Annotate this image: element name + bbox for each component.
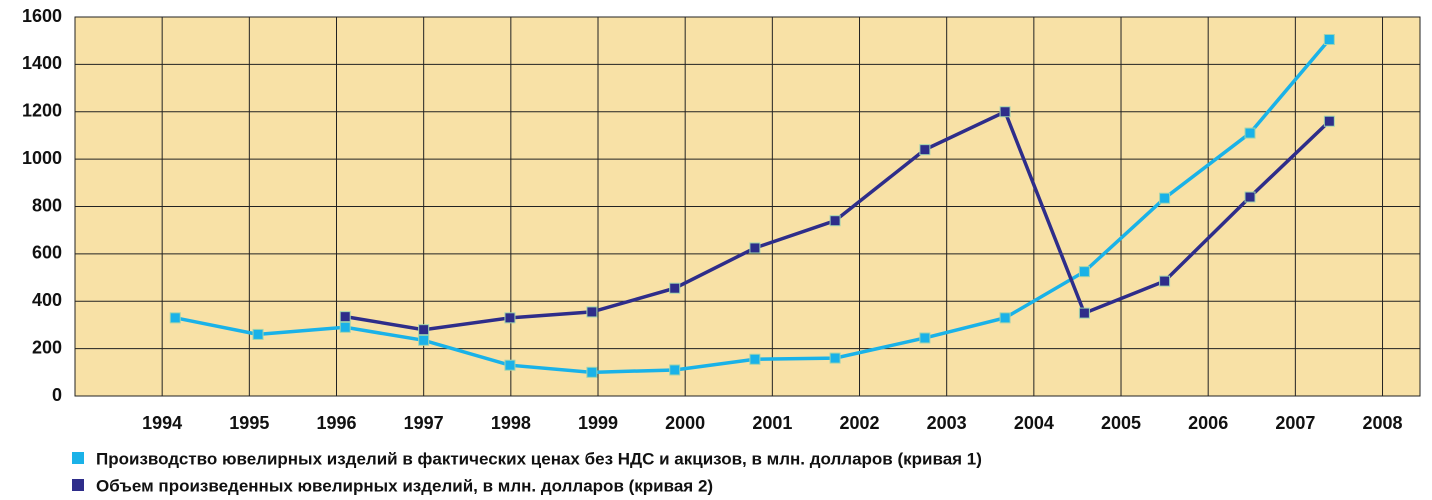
y-tick-label: 1200	[22, 101, 62, 121]
x-tick-label: 2006	[1188, 413, 1228, 433]
y-tick-label: 1600	[22, 6, 62, 26]
x-tick-label: 2002	[839, 413, 879, 433]
x-tick-label: 2007	[1275, 413, 1315, 433]
point-marker	[999, 106, 1011, 118]
y-tick-label: 800	[32, 195, 62, 215]
point-marker	[586, 306, 598, 318]
legend-label: Производство ювелирных изделий в фактиче…	[96, 449, 982, 468]
point-marker	[418, 334, 430, 346]
y-tick-label: 200	[32, 337, 62, 357]
point-marker	[669, 364, 681, 376]
x-tick-label: 1994	[142, 413, 182, 433]
y-tick-label: 0	[52, 385, 62, 405]
y-tick-label: 1000	[22, 148, 62, 168]
x-tick-label: 1996	[316, 413, 356, 433]
y-tick-label: 1400	[22, 53, 62, 73]
x-tick-label: 2001	[752, 413, 792, 433]
point-marker	[1159, 192, 1171, 204]
point-marker	[999, 312, 1011, 324]
point-marker	[829, 215, 841, 227]
legend-label: Объем произведенных ювелирных изделий, в…	[96, 476, 713, 495]
legend-swatch	[72, 452, 84, 464]
point-marker	[504, 312, 516, 324]
point-marker	[252, 328, 264, 340]
x-tick-label: 2008	[1362, 413, 1402, 433]
x-tick-label: 1999	[578, 413, 618, 433]
legend-swatch	[72, 479, 84, 491]
x-tick-label: 2004	[1014, 413, 1054, 433]
y-tick-label: 600	[32, 243, 62, 263]
x-tick-label: 1998	[491, 413, 531, 433]
point-marker	[919, 332, 931, 344]
x-tick-label: 2003	[927, 413, 967, 433]
x-tick-label: 2005	[1101, 413, 1141, 433]
point-marker	[749, 242, 761, 254]
point-marker	[339, 321, 351, 333]
x-tick-label: 1995	[229, 413, 269, 433]
x-tick-label: 1997	[404, 413, 444, 433]
x-tick-label: 2000	[665, 413, 705, 433]
point-marker	[1159, 275, 1171, 287]
point-marker	[669, 282, 681, 294]
point-marker	[1323, 115, 1335, 127]
point-marker	[1244, 127, 1256, 139]
point-marker	[418, 324, 430, 336]
y-tick-label: 400	[32, 290, 62, 310]
point-marker	[1078, 307, 1090, 319]
point-marker	[169, 312, 181, 324]
point-marker	[339, 311, 351, 323]
point-marker	[1244, 191, 1256, 203]
point-marker	[1078, 266, 1090, 278]
point-marker	[829, 352, 841, 364]
point-marker	[749, 353, 761, 365]
point-marker	[504, 359, 516, 371]
point-marker	[586, 366, 598, 378]
point-marker	[919, 144, 931, 156]
point-marker	[1323, 34, 1335, 46]
